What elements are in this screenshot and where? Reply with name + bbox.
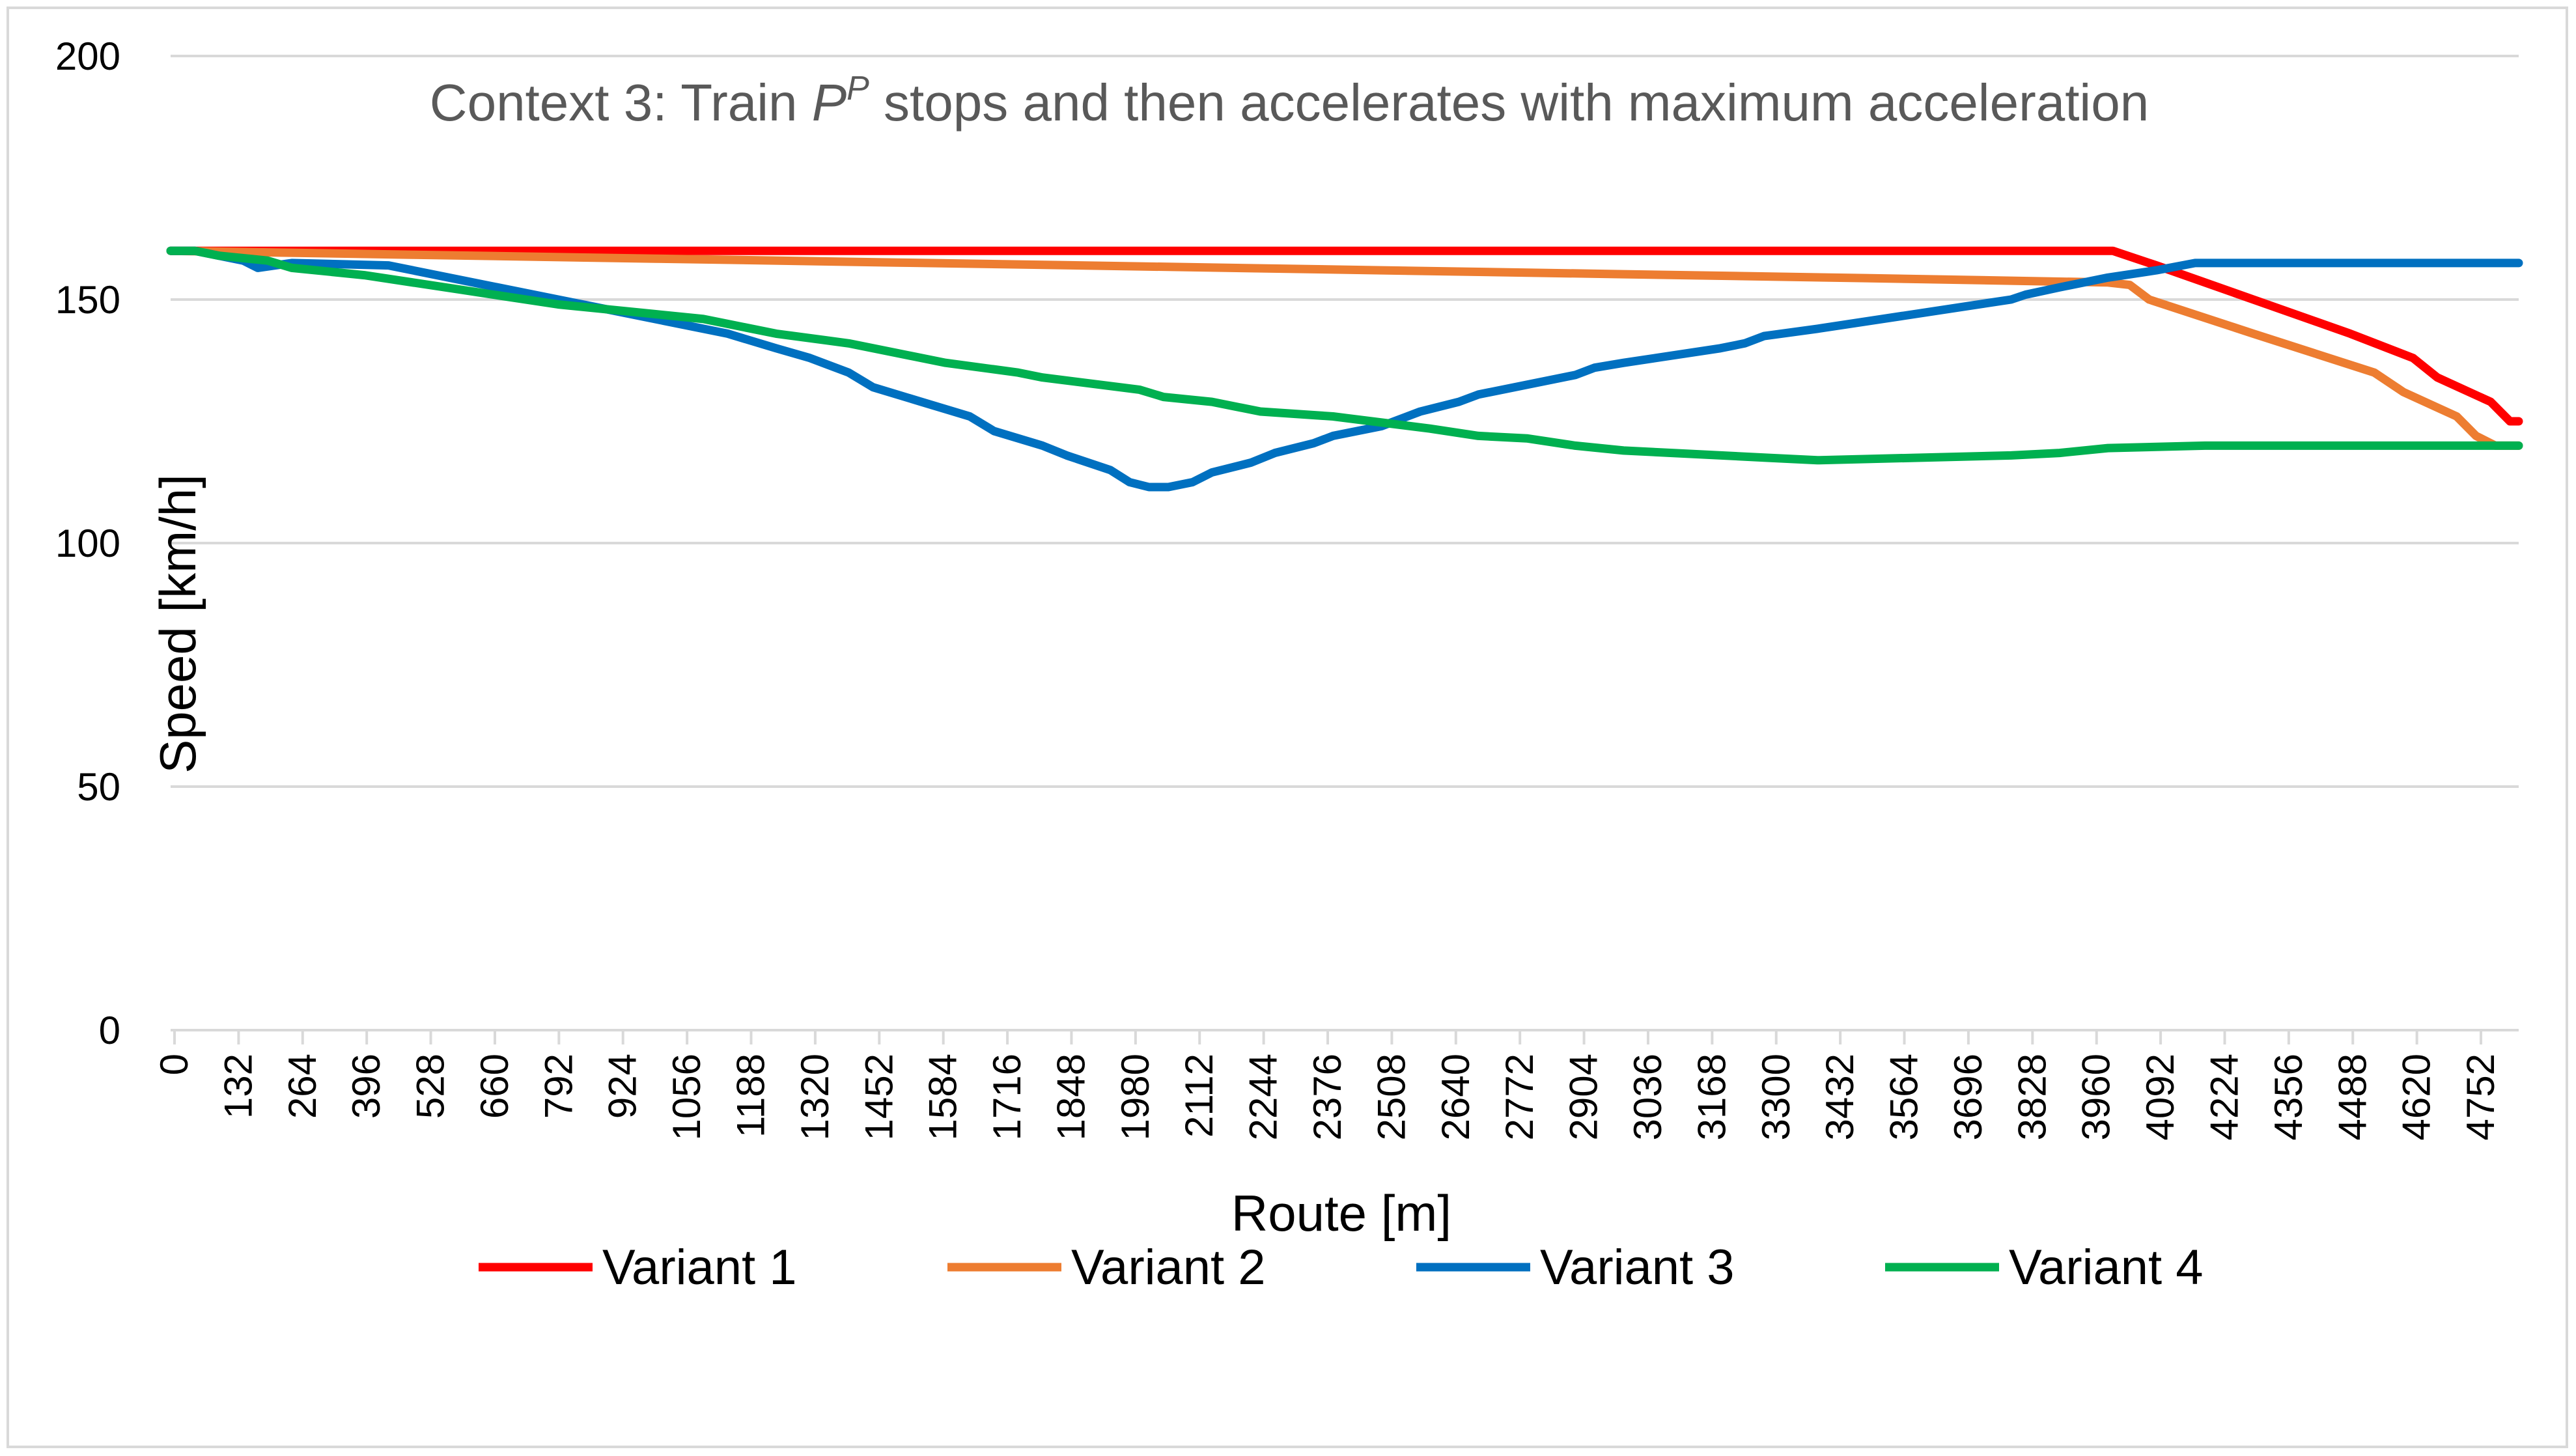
y-tick-label: 200 bbox=[55, 35, 120, 78]
series-line-variant-4 bbox=[166, 246, 2523, 465]
x-tick-label: 2376 bbox=[1306, 1054, 1349, 1140]
x-tick-label: 1452 bbox=[857, 1054, 901, 1140]
x-tick-label: 3564 bbox=[1883, 1054, 1926, 1140]
series-line-variant-1 bbox=[166, 246, 2523, 426]
x-axis-title: Route [m] bbox=[1231, 1184, 1451, 1242]
x-tick-label: 2244 bbox=[1242, 1054, 1285, 1140]
y-axis: 0 50 100 150 200 bbox=[55, 35, 120, 1052]
x-tick-label: 1848 bbox=[1049, 1054, 1093, 1140]
x-tick-label: 4224 bbox=[2202, 1054, 2246, 1140]
x-tick-label: 3828 bbox=[2010, 1054, 2054, 1140]
x-tick-label: 3960 bbox=[2075, 1054, 2118, 1140]
x-tick-label: 4356 bbox=[2267, 1054, 2310, 1140]
x-tick-label: 1716 bbox=[985, 1054, 1029, 1140]
x-tick-label: 3432 bbox=[1818, 1054, 1862, 1140]
y-tick-label: 150 bbox=[55, 278, 120, 322]
x-tick-label: 4752 bbox=[2459, 1054, 2502, 1140]
series-lines bbox=[166, 246, 2523, 492]
x-tick-label: 4488 bbox=[2331, 1054, 2374, 1140]
x-tick-label: 132 bbox=[216, 1054, 260, 1119]
x-tick-label: 1056 bbox=[665, 1054, 708, 1140]
legend-label-variant-3: Variant 3 bbox=[1540, 1240, 1735, 1295]
chart-title: Context 3: Train PP stops and then accel… bbox=[430, 70, 2149, 132]
x-tick-label: 0 bbox=[152, 1054, 196, 1075]
y-tick-label: 100 bbox=[55, 522, 120, 565]
x-tick-label: 1188 bbox=[729, 1054, 773, 1138]
series-line-variant-2 bbox=[166, 246, 2523, 450]
x-tick-label: 2772 bbox=[1498, 1054, 1541, 1140]
legend-label-variant-4: Variant 4 bbox=[2009, 1240, 2204, 1295]
chart-title-symbol: P bbox=[812, 74, 847, 132]
x-tick-label: 1980 bbox=[1113, 1054, 1157, 1140]
y-tick-label: 0 bbox=[99, 1009, 120, 1052]
x-tick-label: 264 bbox=[281, 1054, 324, 1119]
x-tick-label: 3168 bbox=[1690, 1054, 1733, 1140]
x-tick-label: 1320 bbox=[793, 1054, 837, 1140]
x-tick-label: 4092 bbox=[2138, 1054, 2182, 1140]
chart-title-suffix: stops and then accelerates with maximum … bbox=[869, 74, 2149, 132]
x-tick-label: 3036 bbox=[1626, 1054, 1670, 1140]
x-tick-label: 2640 bbox=[1434, 1054, 1477, 1140]
x-tick-label: 2112 bbox=[1177, 1054, 1221, 1138]
x-tick-label: 528 bbox=[409, 1054, 453, 1119]
chart-title-prefix: Context 3: Train bbox=[430, 74, 812, 132]
x-tick-label: 2904 bbox=[1562, 1054, 1606, 1140]
x-tick-label: 1584 bbox=[921, 1054, 965, 1140]
series-line-variant-3 bbox=[166, 246, 2523, 492]
y-axis-title: Speed [km/h] bbox=[149, 474, 206, 774]
x-tick-label: 3696 bbox=[1946, 1054, 1990, 1140]
x-tick-label: 792 bbox=[537, 1054, 580, 1119]
legend: Variant 1 Variant 2 Variant 3 Variant 4 bbox=[479, 1240, 2204, 1295]
x-axis: 0 132 264 396 528 660 792 924 1056 1188 1320 1452 15… bbox=[152, 1030, 2502, 1140]
x-tick-label: 660 bbox=[473, 1054, 516, 1119]
gridlines bbox=[171, 55, 2519, 1031]
x-tick-label: 3300 bbox=[1754, 1054, 1798, 1140]
x-tick-label: 924 bbox=[601, 1054, 645, 1119]
legend-label-variant-2: Variant 2 bbox=[1071, 1240, 1266, 1295]
x-tick-label: 396 bbox=[344, 1054, 388, 1119]
x-tick-label: 4620 bbox=[2395, 1054, 2439, 1140]
chart-title-superscript: P bbox=[847, 70, 869, 107]
y-tick-label: 50 bbox=[77, 765, 120, 809]
legend-label-variant-1: Variant 1 bbox=[602, 1240, 797, 1295]
x-tick-label: 2508 bbox=[1369, 1054, 1413, 1140]
